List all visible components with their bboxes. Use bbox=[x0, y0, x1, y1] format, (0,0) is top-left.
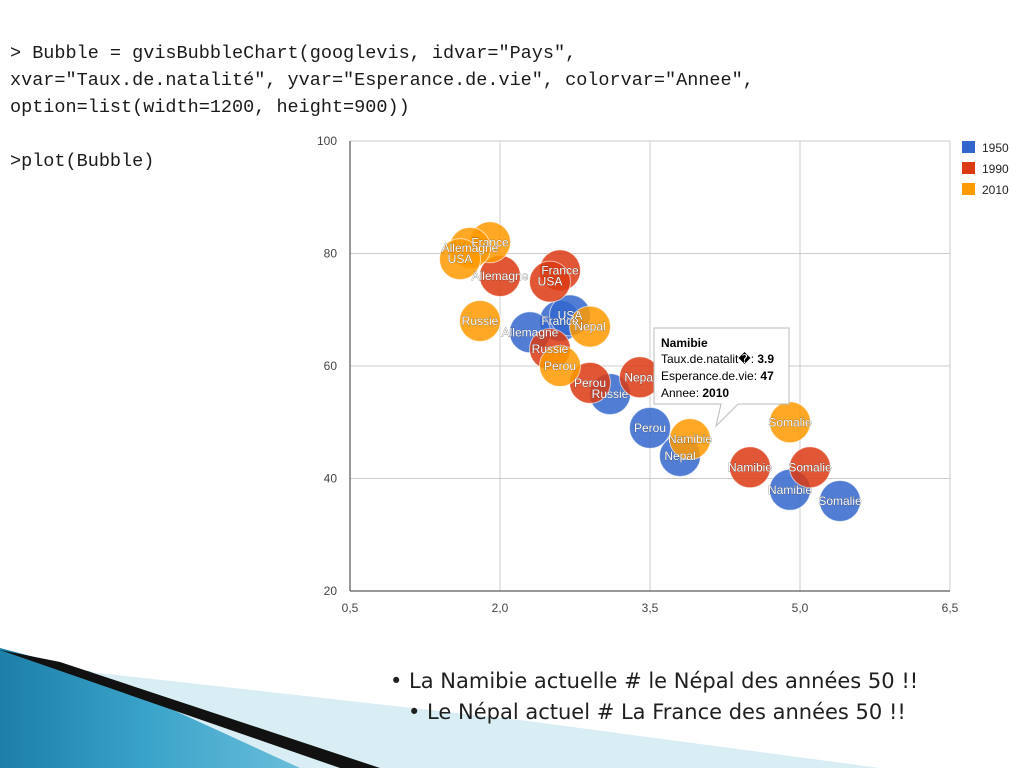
tooltip-box bbox=[653, 327, 790, 428]
bubble-label: Namibie bbox=[728, 460, 772, 474]
bubble-label: Perou bbox=[544, 359, 576, 373]
legend-label: 1990 bbox=[982, 162, 1009, 176]
tooltip-row: Taux.de.natalit�: 3.9 bbox=[661, 352, 774, 366]
bubble-label: USA bbox=[538, 275, 563, 289]
code-line: xvar="Taux.de.natalité", yvar="Esperance… bbox=[10, 70, 754, 91]
tooltip-row: Annee: 2010 bbox=[661, 386, 729, 400]
bubble-label: Namibie bbox=[768, 483, 812, 497]
r-code-block: > Bubble = gvisBubbleChart(googlevis, id… bbox=[10, 40, 754, 175]
legend-swatch-1950 bbox=[962, 141, 975, 153]
tooltip-row-label: Esperance.de.vie: bbox=[661, 369, 760, 383]
code-line: > Bubble = gvisBubbleChart(googlevis, id… bbox=[10, 43, 577, 64]
code-line: >plot(Bubble) bbox=[10, 151, 155, 172]
bubble-perou-1950[interactable] bbox=[629, 406, 671, 449]
bubble-somalie-1950[interactable] bbox=[819, 480, 861, 522]
bubble-somalie-1990[interactable] bbox=[789, 446, 831, 489]
bubble-namibie-1990[interactable] bbox=[729, 446, 771, 489]
y-tick-label: 100 bbox=[317, 134, 337, 148]
tooltip-row-value: 47 bbox=[760, 369, 774, 383]
legend-label: 2010 bbox=[982, 183, 1009, 197]
code-line: option=list(width=1200, height=900)) bbox=[10, 97, 410, 118]
legend-label: 1950 bbox=[982, 141, 1009, 155]
bubble-perou-2010[interactable] bbox=[539, 345, 581, 387]
bubble-label: Perou bbox=[634, 421, 666, 435]
bubble-label: Somalie bbox=[818, 494, 862, 508]
bubble-label: Russie bbox=[462, 314, 499, 328]
y-tick-label: 40 bbox=[324, 472, 338, 486]
legend-swatch-1990 bbox=[962, 162, 975, 174]
x-tick-label: 3,5 bbox=[642, 601, 659, 615]
tooltip-row: Esperance.de.vie: 47 bbox=[661, 369, 774, 383]
y-tick-label: 20 bbox=[324, 584, 338, 598]
bubble-nepal-2010[interactable] bbox=[569, 305, 611, 348]
bubble-label: Somalie bbox=[768, 415, 812, 429]
bubble-label: Allemagne bbox=[472, 269, 529, 283]
x-tick-label: 6,5 bbox=[942, 601, 959, 615]
bubble-namibie-2010[interactable] bbox=[669, 418, 711, 461]
bubble-label: USA bbox=[558, 308, 583, 322]
bubble-label: USA bbox=[448, 252, 473, 266]
y-tick-label: 60 bbox=[324, 359, 338, 373]
tooltip: Namibie Taux.de.natalit�: 3.9 Esperance.de… bbox=[653, 327, 790, 428]
stripe-black bbox=[0, 650, 380, 768]
bubble-label: France bbox=[541, 263, 579, 277]
bubble-label: Somalie bbox=[788, 460, 832, 474]
bubble-label: Nepal bbox=[624, 370, 655, 384]
legend-swatch-2010 bbox=[962, 183, 975, 195]
bullet-item: • La Namibie actuelle # le Népal des ann… bbox=[390, 669, 919, 693]
bubble-label: France bbox=[541, 314, 579, 328]
bubble-usa-2010[interactable] bbox=[439, 238, 481, 281]
x-tick-label: 2,0 bbox=[492, 601, 509, 615]
bubble-label: Russie bbox=[532, 342, 569, 356]
x-tick-label: 0,5 bbox=[342, 601, 359, 615]
bubble-usa-1990[interactable] bbox=[529, 260, 571, 303]
tooltip-row-value: 2010 bbox=[702, 386, 729, 400]
tooltip-row-label: Taux.de.natalit�: bbox=[661, 352, 757, 366]
bubble-label: France bbox=[471, 235, 509, 249]
bubble-chart[interactable]: 0,5 2,0 3,5 5,0 6,520406080100FranceAllemagn… bbox=[0, 0, 1024, 640]
bubble-label: Nepal bbox=[574, 320, 605, 334]
y-tick-label: 80 bbox=[324, 247, 338, 261]
bubble-label: Allemagne bbox=[442, 241, 499, 255]
bubble-somalie-2010[interactable] bbox=[769, 401, 811, 444]
bullet-list: • La Namibie actuelle # le Népal des ann… bbox=[380, 666, 1020, 728]
bullet-item: • Le Népal actuel # La France des années… bbox=[408, 700, 906, 724]
bubble-label: Nepal bbox=[664, 449, 695, 463]
tooltip-row-value: 3.9 bbox=[757, 352, 774, 366]
bubble-label: Namibie bbox=[668, 432, 712, 446]
x-tick-label: 5,0 bbox=[792, 601, 809, 615]
bubble-label: Perou bbox=[574, 376, 606, 390]
bubble-label: Russie bbox=[592, 387, 629, 401]
tooltip-row-label: Annee: bbox=[661, 386, 702, 400]
bubble-russie-2010[interactable] bbox=[459, 300, 501, 342]
bubble-label: Allemagne bbox=[502, 325, 559, 339]
tooltip-title: Namibie bbox=[661, 336, 708, 350]
